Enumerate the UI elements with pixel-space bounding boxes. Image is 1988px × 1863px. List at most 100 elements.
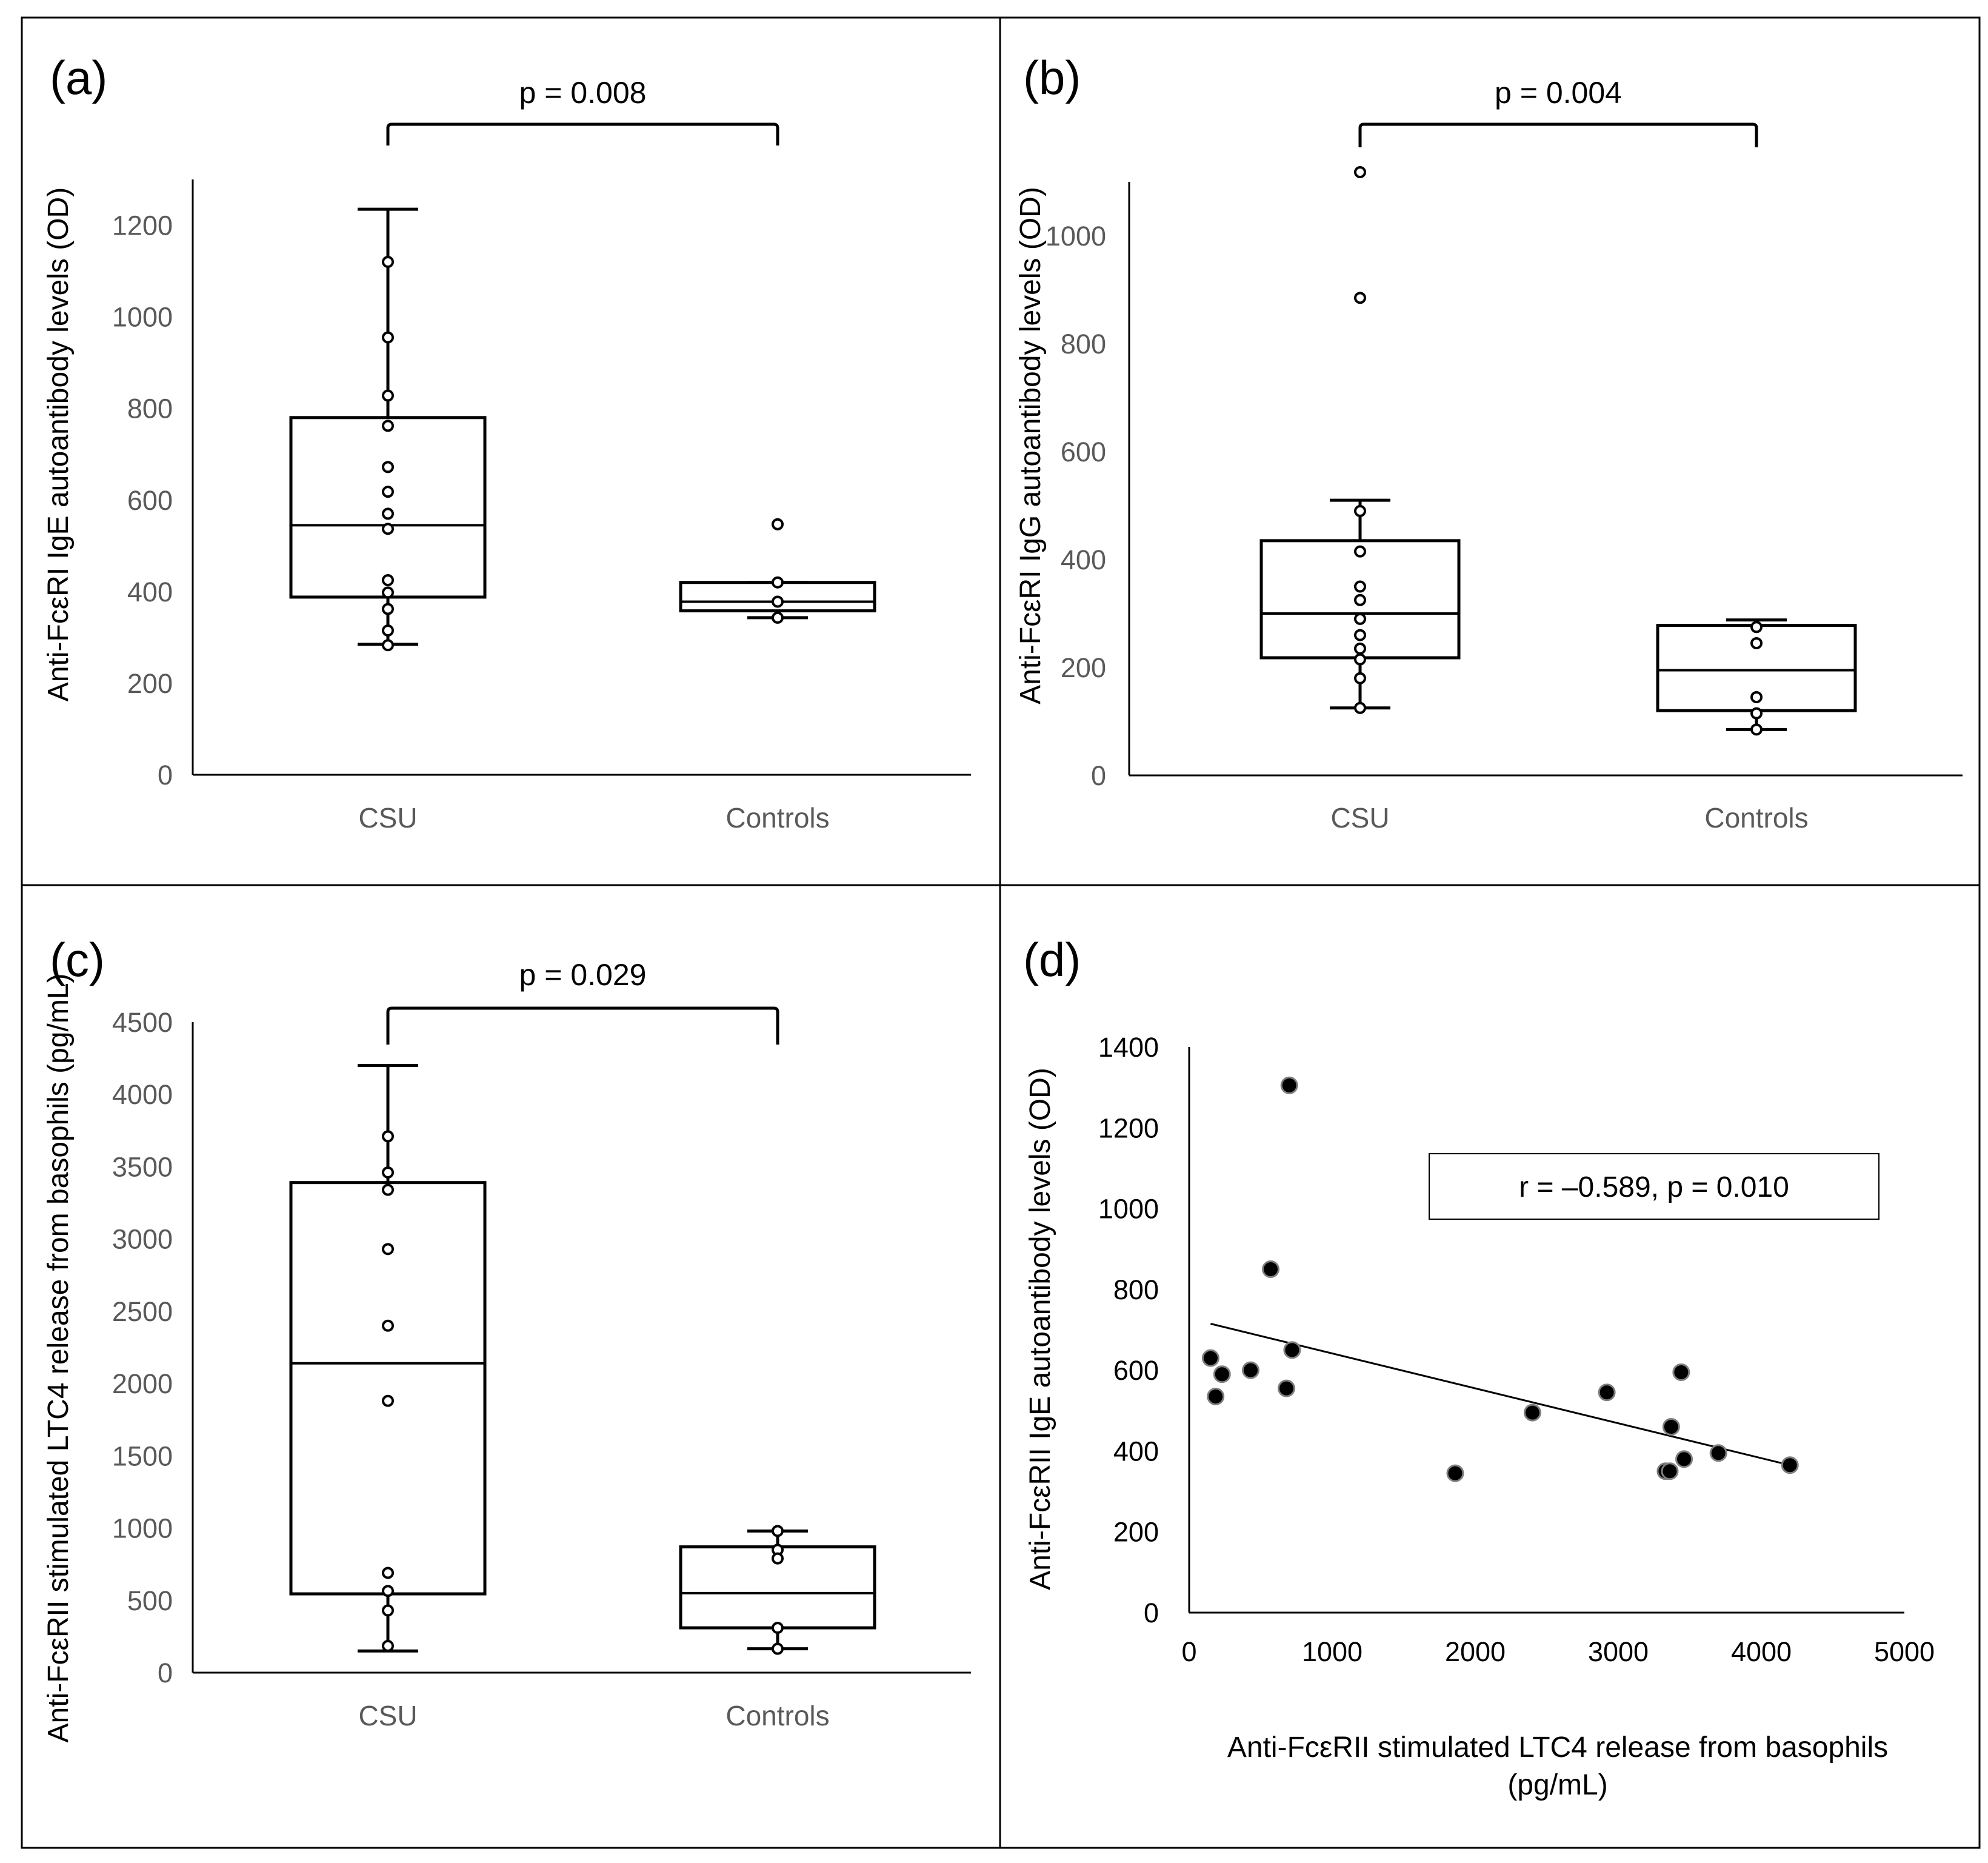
scatter-point xyxy=(1446,1464,1464,1482)
data-point xyxy=(1750,723,1763,736)
y-tick-label: 2500 xyxy=(112,1296,173,1327)
y-tick-label: 1000 xyxy=(1046,221,1106,252)
data-point xyxy=(1354,701,1366,714)
box-iqr xyxy=(289,416,487,599)
data-point xyxy=(382,1567,394,1579)
y-tick-label: 0 xyxy=(158,760,173,791)
data-point xyxy=(1750,707,1763,720)
y-tick-label: 400 xyxy=(1113,1436,1159,1467)
y-tick-label: 3500 xyxy=(112,1151,173,1182)
significance-bracket xyxy=(386,1006,779,1045)
data-point xyxy=(382,1604,394,1617)
scatter-point xyxy=(1523,1403,1541,1422)
x-axis-title: Anti-FcεRII stimulated LTC4 release from… xyxy=(1227,1731,1888,1801)
y-tick-label: 800 xyxy=(1061,329,1106,360)
y-tick-label: 1000 xyxy=(1098,1194,1159,1225)
y-tick-label: 600 xyxy=(1061,436,1106,467)
data-point xyxy=(382,389,394,402)
correlation-label: r = –0.589, p = 0.010 xyxy=(1519,1171,1789,1203)
data-point xyxy=(1750,637,1763,649)
y-tick-label: 4000 xyxy=(112,1079,173,1110)
data-point xyxy=(382,486,394,498)
y-tick-label: 1400 xyxy=(1098,1032,1159,1063)
y-tick-label: 400 xyxy=(1061,544,1106,575)
p-value-label: p = 0.008 xyxy=(519,76,647,110)
scatter-point xyxy=(1241,1361,1259,1379)
scatter-point xyxy=(1277,1379,1295,1397)
data-point xyxy=(772,595,784,608)
data-point xyxy=(1354,292,1366,304)
data-point xyxy=(1354,166,1366,178)
x-tick-label: 4000 xyxy=(1731,1636,1792,1667)
y-tick-label: 200 xyxy=(1061,652,1106,683)
data-point xyxy=(382,1130,394,1143)
y-tick-label: 800 xyxy=(127,393,173,424)
data-point xyxy=(382,331,394,344)
y-tick-label: 1000 xyxy=(112,302,173,333)
panel-label: (b) xyxy=(1023,51,1081,104)
data-point xyxy=(1354,580,1366,593)
y-tick-label: 1200 xyxy=(1098,1112,1159,1143)
y-tick-label: 500 xyxy=(127,1585,173,1616)
data-point xyxy=(772,1552,784,1565)
scatter-point xyxy=(1283,1341,1301,1359)
significance-bracket xyxy=(1358,122,1758,147)
trendline xyxy=(1210,1323,1790,1467)
y-tick-label: 200 xyxy=(1113,1517,1159,1548)
data-point xyxy=(382,507,394,520)
data-point xyxy=(772,611,784,624)
correlation-box xyxy=(1429,1153,1880,1220)
data-point xyxy=(382,586,394,599)
panel-label: (d) xyxy=(1023,933,1081,986)
scatter-point xyxy=(1672,1363,1690,1381)
x-tick-label: 3000 xyxy=(1588,1636,1649,1667)
x-category-label: CSU xyxy=(358,1700,417,1731)
data-point xyxy=(1750,621,1763,634)
data-point xyxy=(1354,642,1366,655)
significance-bracket xyxy=(386,122,779,145)
y-tick-label: 600 xyxy=(1113,1355,1159,1386)
y-tick-label: 4500 xyxy=(112,1007,173,1038)
x-category-label: CSU xyxy=(1330,802,1389,834)
data-point xyxy=(1354,594,1366,606)
y-tick-label: 3000 xyxy=(112,1224,173,1255)
data-point xyxy=(1354,653,1366,666)
data-point xyxy=(382,574,394,586)
panel-c-box-plot: (c) 0 500 1000 1500 2000 2500 3000 3500 4000 4500 C… xyxy=(42,933,971,1742)
data-point xyxy=(382,255,394,268)
y-tick-label: 0 xyxy=(158,1657,173,1688)
y-tick-label: 0 xyxy=(1144,1597,1159,1628)
data-point xyxy=(382,639,394,652)
data-point xyxy=(1354,545,1366,558)
data-point xyxy=(382,1639,394,1652)
data-point xyxy=(772,518,784,530)
y-axis-title: Anti-FcεRII IgE autoantibody levels (OD) xyxy=(1024,1068,1056,1590)
scatter-point xyxy=(1280,1076,1298,1094)
data-point xyxy=(382,1394,394,1407)
scatter-point xyxy=(1675,1450,1693,1468)
p-value-label: p = 0.004 xyxy=(1495,76,1622,110)
scatter-point xyxy=(1709,1444,1727,1462)
x-category-label: Controls xyxy=(725,802,829,834)
x-tick-label: 2000 xyxy=(1445,1636,1506,1667)
y-tick-label: 800 xyxy=(1113,1274,1159,1305)
panel-d-scatter-plot: (d) 0 200 400 600 800 1000 1200 1400 0 1000 2000 300… xyxy=(1023,933,1935,1801)
x-tick-label: 1000 xyxy=(1302,1636,1363,1667)
data-point xyxy=(382,1183,394,1196)
data-point xyxy=(382,1585,394,1597)
scatter-point xyxy=(1781,1456,1799,1474)
data-point xyxy=(772,576,784,589)
data-point xyxy=(1354,504,1366,517)
y-tick-label: 400 xyxy=(127,577,173,607)
data-point xyxy=(1354,672,1366,684)
scatter-point xyxy=(1598,1383,1616,1402)
panel-label: (a) xyxy=(50,51,107,104)
data-point xyxy=(772,1642,784,1655)
y-tick-label: 1200 xyxy=(112,210,173,241)
scatter-point xyxy=(1662,1417,1680,1436)
scatter-point xyxy=(1201,1349,1219,1367)
p-value-label: p = 0.029 xyxy=(519,958,647,992)
y-tick-label: 1000 xyxy=(112,1513,173,1544)
y-tick-label: 1500 xyxy=(112,1440,173,1471)
